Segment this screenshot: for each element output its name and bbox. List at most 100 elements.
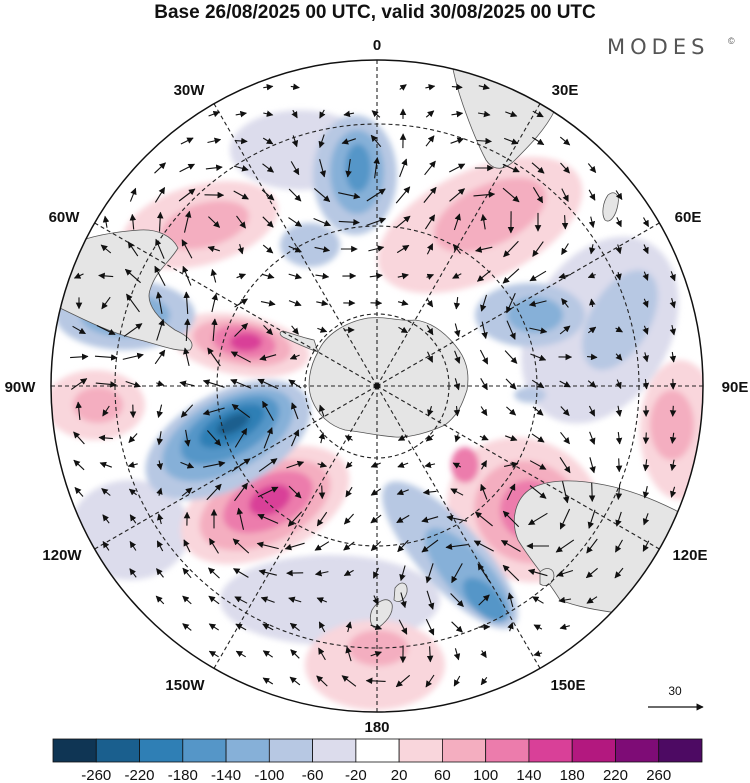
wind-vector <box>502 163 520 173</box>
wind-vector <box>669 486 677 498</box>
wind-vector <box>345 159 352 178</box>
wind-vector <box>231 403 251 419</box>
wind-vector <box>397 299 409 306</box>
wind-vector <box>669 324 677 336</box>
wind-vector <box>209 538 219 554</box>
anomaly-high <box>451 447 479 483</box>
wind-vector <box>344 435 353 442</box>
wind-vector <box>129 540 137 551</box>
wind-vector <box>291 135 299 148</box>
map-title: Base 26/08/2025 00 UTC, valid 30/08/2025… <box>154 2 596 23</box>
wind-vector <box>614 567 624 579</box>
wind-vector <box>480 676 488 686</box>
wind-vector <box>318 485 326 500</box>
wind-vector <box>476 137 492 145</box>
wind-vector <box>73 459 85 471</box>
wind-vector <box>318 404 326 417</box>
wind-vector <box>449 188 466 202</box>
lon-label-120e: 120E <box>672 547 707 564</box>
wind-vector <box>102 514 110 524</box>
wind-vector <box>338 218 360 226</box>
colorbar-box <box>355 738 400 763</box>
wind-vector <box>615 353 623 361</box>
wind-vector <box>211 318 218 342</box>
wind-vector <box>450 593 464 607</box>
wind-vector <box>155 238 165 259</box>
wind-vector <box>424 160 436 176</box>
colorbar-label: 180 <box>560 767 585 783</box>
colorbar-box <box>441 738 487 763</box>
wind-vector <box>421 539 439 553</box>
wind-vector <box>369 272 383 280</box>
wind-vector <box>397 461 409 468</box>
wind-vector <box>615 405 623 417</box>
wind-vector <box>284 542 305 551</box>
wind-vector <box>235 110 247 118</box>
colorbar-label: 140 <box>516 767 541 783</box>
wind-vector <box>184 429 191 447</box>
wind-vector <box>317 326 328 333</box>
wind-vector <box>72 325 86 335</box>
wind-vector <box>479 434 489 441</box>
colorbar-label: 100 <box>473 767 498 783</box>
wind-vector <box>207 245 220 253</box>
meridian-line <box>213 385 378 669</box>
colorbar-box <box>95 738 140 763</box>
wind-vector <box>396 244 410 254</box>
wind-vector <box>476 270 491 282</box>
wind-vector <box>558 272 572 280</box>
wind-vector <box>426 351 433 363</box>
wind-vector <box>316 597 328 604</box>
wind-vector <box>154 187 166 203</box>
wind-vector <box>74 487 84 497</box>
wind-vector <box>615 458 623 473</box>
wind-vector <box>102 405 110 417</box>
wind-vector <box>233 165 249 172</box>
colorbar-labels: -260 -220 -180 -140 -100 -60 -20 20 60 100 140 180 2… <box>81 767 671 783</box>
wind-vector <box>345 461 353 469</box>
wind-vector <box>478 594 490 606</box>
wind-vector <box>561 188 569 202</box>
wind-vector <box>370 488 382 496</box>
wind-vector <box>507 622 514 632</box>
wind-vector <box>530 353 547 361</box>
wind-vector <box>446 514 468 522</box>
wind-vector <box>127 461 138 468</box>
anomaly-low <box>216 412 250 436</box>
wind-vector <box>155 595 165 605</box>
wind-vector <box>257 378 279 390</box>
colorbar: -260 -220 -180 -140 -100 -60 -20 20 60 100 140 180 2… <box>52 738 703 783</box>
wind-vector <box>182 595 192 605</box>
wind-vector <box>454 434 461 443</box>
wind-vector <box>318 134 325 149</box>
anomaly-high <box>230 333 262 351</box>
wind-vector <box>426 273 435 280</box>
wind-vector <box>373 567 380 579</box>
wind-vector <box>453 213 461 231</box>
wind-vector <box>642 379 650 390</box>
wind-vector <box>156 380 165 387</box>
wind-vector <box>506 483 516 501</box>
wind-vector <box>154 162 166 174</box>
wind-vector <box>399 84 407 91</box>
wind-vector <box>289 676 301 686</box>
wind-vector <box>179 380 195 387</box>
lon-label-150e: 150E <box>550 677 585 694</box>
wind-vector <box>102 541 110 551</box>
wind-vector <box>156 540 164 552</box>
colorbar-box <box>225 738 270 763</box>
wind-vector <box>125 380 141 388</box>
lon-label-60e: 60E <box>675 209 702 226</box>
colorbar-label: 20 <box>391 767 408 783</box>
colorbar-box <box>485 738 530 763</box>
wind-vector <box>123 323 143 337</box>
wind-vector <box>70 353 89 361</box>
wind-vector <box>529 327 548 334</box>
colorbar-label: 260 <box>646 767 671 783</box>
wind-vector <box>262 244 274 254</box>
wind-vector <box>587 326 597 334</box>
wind-vector <box>480 460 487 470</box>
wind-vector <box>291 325 299 335</box>
wind-vector <box>207 347 221 367</box>
